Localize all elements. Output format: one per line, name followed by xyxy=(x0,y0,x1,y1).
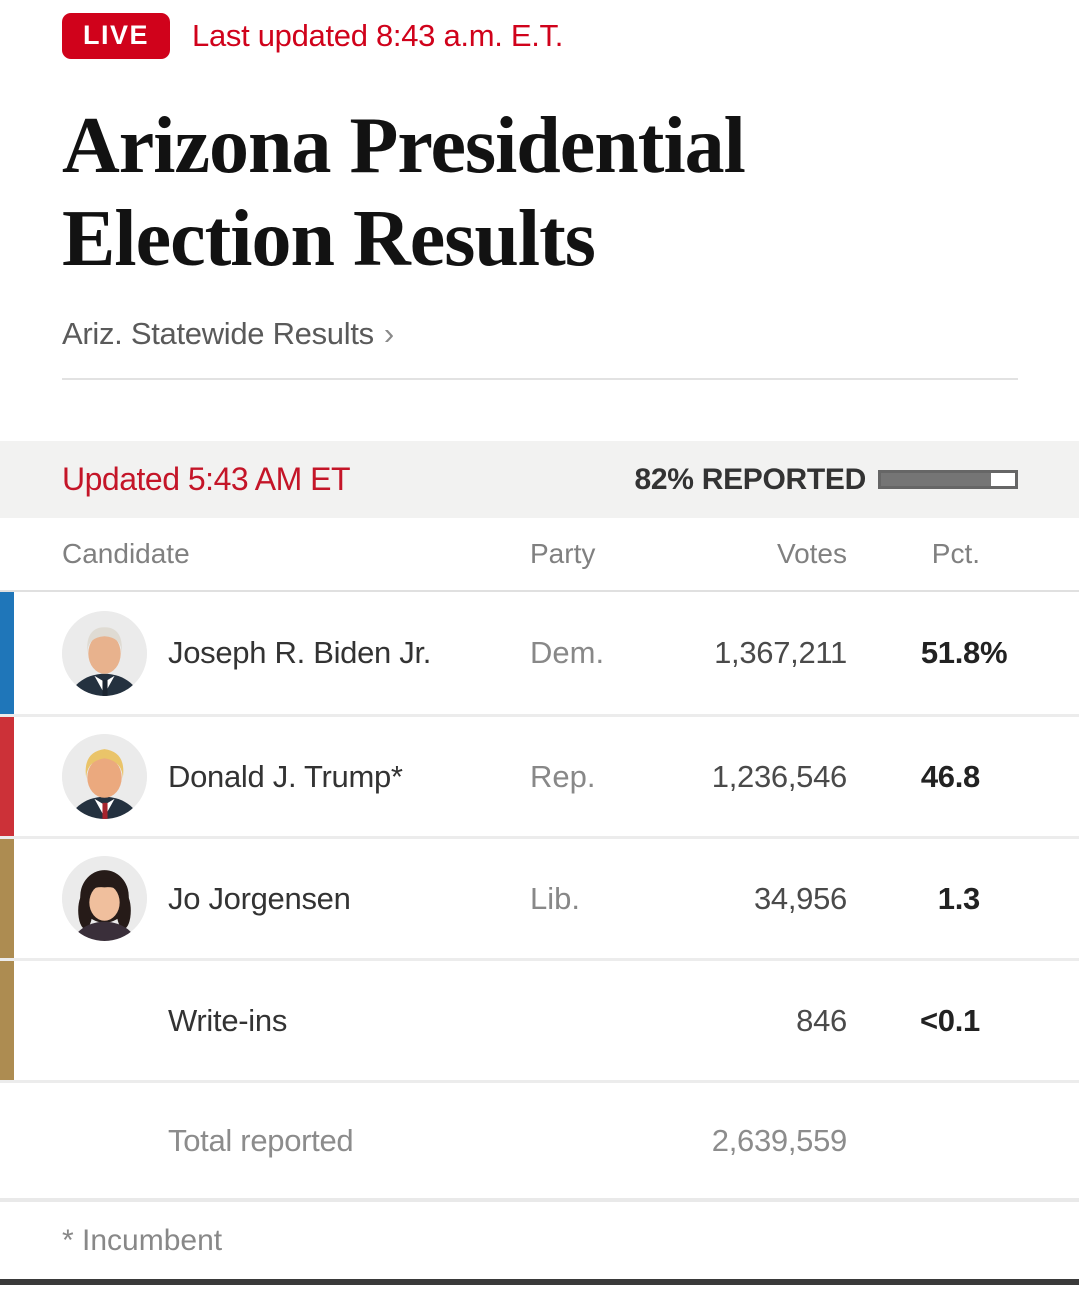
candidate-pct: <0.1 xyxy=(920,1002,980,1038)
page-header: LIVE Last updated 8:43 a.m. E.T. Arizona… xyxy=(0,0,1079,380)
candidate-row-write-ins: Write-ins 846 <0.1 xyxy=(0,958,1079,1080)
candidate-votes: 846 xyxy=(796,1002,847,1038)
candidate-party: Lib. xyxy=(530,880,580,916)
candidate-pct: 1.3 xyxy=(937,880,981,916)
party-color-bar xyxy=(0,592,14,714)
candidate-party: Rep. xyxy=(530,758,596,794)
trump-photo xyxy=(62,734,147,819)
candidate-votes: 34,956 xyxy=(753,880,847,916)
candidate-pct: 46.8 xyxy=(920,758,980,794)
total-reported-votes: 2,639,559 xyxy=(711,1122,848,1158)
candidate-name: Jo Jorgensen xyxy=(168,880,351,916)
status-bar: Updated 5:43 AM ET 82% REPORTED xyxy=(0,441,1079,518)
total-reported-label: Total reported xyxy=(168,1122,354,1158)
candidate-votes: 1,367,211 xyxy=(714,635,847,670)
bottom-border xyxy=(0,1279,1079,1285)
statewide-link-label: Ariz. Statewide Results xyxy=(62,316,374,351)
header-divider xyxy=(62,378,1018,380)
candidate-row-trump: Donald J. Trump* Rep. 1,236,546 46.8 xyxy=(0,714,1079,836)
total-reported-row: Total reported 2,639,559 xyxy=(0,1080,1079,1198)
party-color-bar xyxy=(0,839,14,958)
live-row: LIVE Last updated 8:43 a.m. E.T. xyxy=(62,10,1018,62)
footnote-row: * Incumbent xyxy=(0,1198,1079,1279)
updated-time-text: Updated 5:43 AM ET xyxy=(62,461,351,497)
reported-group: 82% REPORTED xyxy=(635,463,1018,497)
results-section: Updated 5:43 AM ET 82% REPORTED Candidat… xyxy=(0,441,1079,1285)
chevron-right-icon: › xyxy=(383,316,394,351)
candidate-votes: 1,236,546 xyxy=(711,758,848,794)
column-header-candidate: Candidate xyxy=(62,538,190,569)
reported-progress-bar xyxy=(878,470,1018,489)
pct-percent-sign: % xyxy=(980,635,1008,670)
page-title: Arizona Presidential Election Results xyxy=(62,102,746,283)
candidate-row-biden: Joseph R. Biden Jr. Dem. 1,367,211 51.8% xyxy=(0,592,1079,714)
candidate-party: Dem. xyxy=(530,635,605,670)
live-badge: LIVE xyxy=(62,13,171,59)
progress-fill xyxy=(881,473,991,486)
candidate-name: Write-ins xyxy=(168,1002,288,1038)
reported-label: 82% REPORTED xyxy=(634,462,867,496)
last-updated-text: Last updated 8:43 a.m. E.T. xyxy=(192,18,564,53)
candidate-name: Donald J. Trump* xyxy=(168,758,403,794)
column-header-pct: Pct. xyxy=(931,538,980,569)
party-color-bar xyxy=(0,961,14,1080)
table-header-row: Candidate Party Votes Pct. xyxy=(0,518,1079,592)
column-header-party: Party xyxy=(530,538,596,569)
biden-photo xyxy=(62,610,147,696)
jorgensen-photo xyxy=(62,856,147,941)
candidate-row-jorgensen: Jo Jorgensen Lib. 34,956 1.3 xyxy=(0,836,1079,958)
candidate-name: Joseph R. Biden Jr. xyxy=(168,635,432,670)
statewide-results-link[interactable]: Ariz. Statewide Results › xyxy=(62,316,394,352)
column-header-votes: Votes xyxy=(776,538,847,569)
incumbent-footnote: * Incumbent xyxy=(62,1223,223,1257)
candidate-pct: 51.8% xyxy=(920,635,1008,670)
party-color-bar xyxy=(0,717,14,836)
